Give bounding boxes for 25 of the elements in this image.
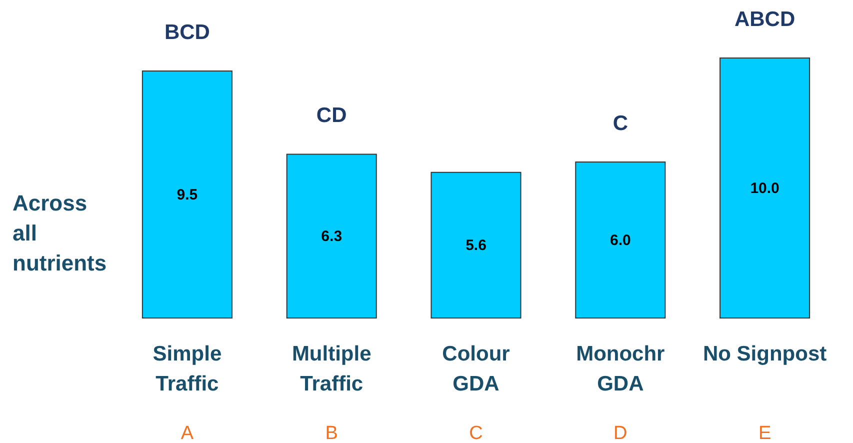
- bar: [720, 58, 810, 318]
- data-label: 6.0: [610, 232, 631, 249]
- annotation: CD: [316, 104, 347, 128]
- bar: [430, 172, 522, 318]
- text: E: [758, 423, 772, 443]
- data-label: 5.6: [466, 237, 486, 254]
- x-tick-label: No Signpost: [702, 342, 827, 366]
- x-tick-label: Colour GDA: [442, 342, 510, 396]
- data-label: 10.0: [750, 180, 780, 197]
- annotation: C: [612, 112, 628, 135]
- text: D: [614, 423, 628, 443]
- x-tick-label: Simple Traffic: [152, 342, 222, 396]
- data-label: 9.5: [176, 186, 198, 204]
- data-label: 6.3: [321, 228, 342, 246]
- text: C: [469, 423, 483, 443]
- annotation: BCD: [164, 21, 210, 44]
- x-tick-label: Monochr GDA: [576, 342, 665, 396]
- bar: [142, 70, 232, 318]
- x-tick-label: Multiple Traffic: [292, 342, 372, 396]
- bar: [286, 154, 377, 318]
- bar: [575, 162, 666, 318]
- text: A: [180, 423, 194, 443]
- annotation: ABCD: [734, 8, 796, 31]
- text: B: [325, 423, 338, 443]
- y-axis-title: Across all nutrients: [12, 190, 107, 276]
